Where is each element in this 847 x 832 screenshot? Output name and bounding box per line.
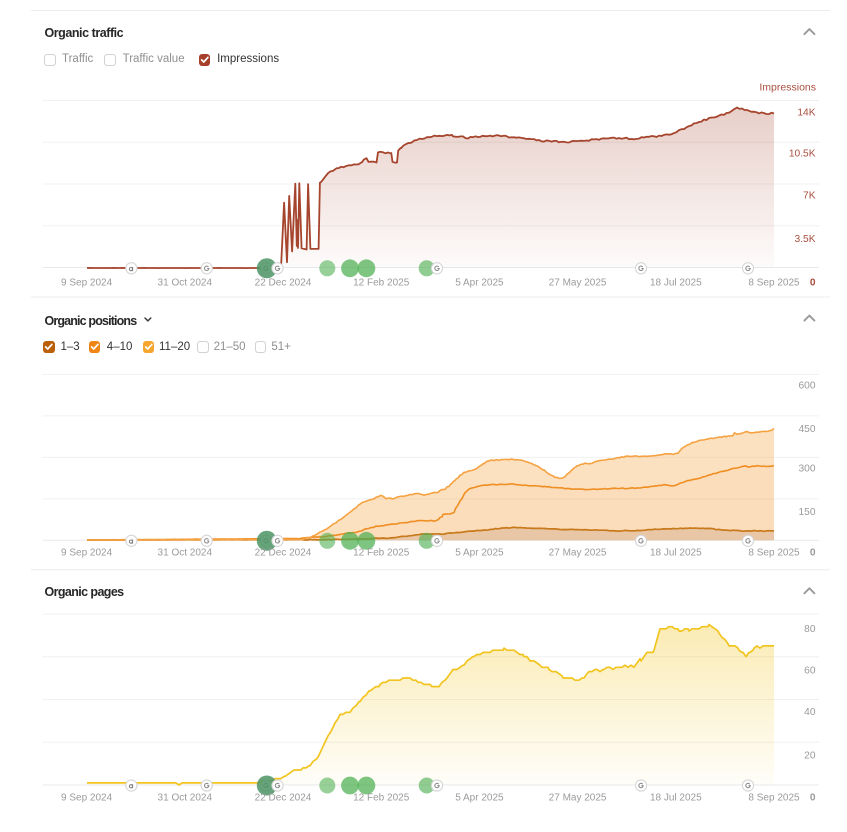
svg-text:450: 450 bbox=[799, 424, 816, 435]
svg-text:7K: 7K bbox=[803, 191, 816, 202]
svg-text:60: 60 bbox=[804, 666, 816, 677]
svg-text:5 Apr 2025: 5 Apr 2025 bbox=[455, 548, 504, 559]
svg-text:14K: 14K bbox=[797, 108, 815, 119]
svg-text:0: 0 bbox=[810, 548, 816, 559]
svg-text:40: 40 bbox=[804, 707, 816, 718]
svg-text:300: 300 bbox=[799, 464, 816, 475]
svg-text:18 Jul 2025: 18 Jul 2025 bbox=[650, 793, 702, 804]
svg-text:0: 0 bbox=[810, 278, 816, 289]
svg-text:31 Oct 2024: 31 Oct 2024 bbox=[158, 793, 213, 804]
svg-text:18 Jul 2025: 18 Jul 2025 bbox=[650, 278, 702, 289]
svg-text:0: 0 bbox=[810, 793, 816, 804]
svg-text:27 May 2025: 27 May 2025 bbox=[549, 548, 607, 559]
svg-text:31 Oct 2024: 31 Oct 2024 bbox=[158, 548, 213, 559]
svg-text:8 Sep 2025: 8 Sep 2025 bbox=[748, 278, 800, 289]
svg-text:80: 80 bbox=[804, 624, 816, 635]
svg-text:8 Sep 2025: 8 Sep 2025 bbox=[748, 548, 800, 559]
svg-text:31 Oct 2024: 31 Oct 2024 bbox=[158, 278, 213, 289]
svg-text:22 Dec 2024: 22 Dec 2024 bbox=[255, 793, 312, 804]
svg-text:22 Dec 2024: 22 Dec 2024 bbox=[255, 548, 312, 559]
svg-text:18 Jul 2025: 18 Jul 2025 bbox=[650, 548, 702, 559]
svg-text:12 Feb 2025: 12 Feb 2025 bbox=[353, 548, 410, 559]
svg-text:20: 20 bbox=[804, 751, 816, 762]
svg-text:12 Feb 2025: 12 Feb 2025 bbox=[353, 278, 410, 289]
svg-text:5 Apr 2025: 5 Apr 2025 bbox=[455, 278, 504, 289]
svg-text:3.5K: 3.5K bbox=[795, 234, 816, 245]
svg-text:22 Dec 2024: 22 Dec 2024 bbox=[255, 278, 312, 289]
svg-text:9 Sep 2024: 9 Sep 2024 bbox=[61, 278, 113, 289]
svg-text:27 May 2025: 27 May 2025 bbox=[549, 793, 607, 804]
svg-text:150: 150 bbox=[799, 507, 816, 518]
svg-text:12 Feb 2025: 12 Feb 2025 bbox=[353, 793, 410, 804]
svg-text:5 Apr 2025: 5 Apr 2025 bbox=[455, 793, 504, 804]
svg-text:600: 600 bbox=[799, 381, 816, 392]
svg-text:Impressions: Impressions bbox=[759, 82, 816, 94]
svg-text:9 Sep 2024: 9 Sep 2024 bbox=[61, 793, 113, 804]
svg-text:27 May 2025: 27 May 2025 bbox=[549, 278, 607, 289]
svg-text:8 Sep 2025: 8 Sep 2025 bbox=[748, 793, 800, 804]
svg-text:9 Sep 2024: 9 Sep 2024 bbox=[61, 548, 113, 559]
svg-text:10.5K: 10.5K bbox=[789, 149, 816, 160]
